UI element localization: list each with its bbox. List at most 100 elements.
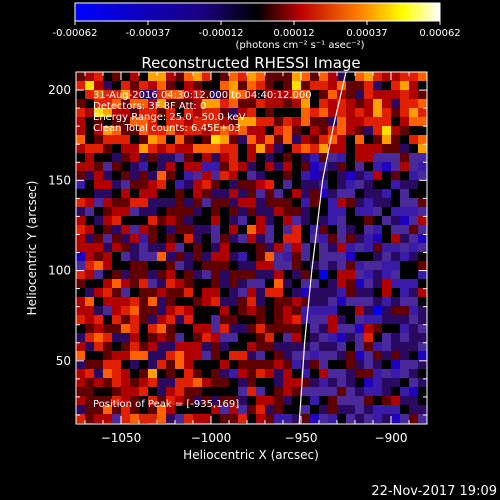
heatmap-cell — [418, 81, 427, 91]
heatmap-cell — [238, 225, 248, 235]
heatmap-cell — [130, 135, 140, 145]
heatmap-cell — [157, 135, 167, 145]
heatmap-cell — [85, 207, 95, 217]
heatmap-cell — [193, 414, 203, 424]
heatmap-cell — [373, 387, 383, 397]
heatmap-cell — [94, 369, 104, 379]
heatmap-cell — [76, 216, 86, 226]
heatmap-cell — [337, 153, 347, 163]
heatmap-cell — [157, 261, 167, 271]
heatmap-cell — [130, 252, 140, 262]
heatmap-cell — [301, 261, 311, 271]
heatmap-cell — [76, 225, 86, 235]
heatmap-cell — [85, 126, 95, 136]
heatmap-cell — [409, 126, 419, 136]
heatmap-cell — [202, 135, 212, 145]
heatmap-cell — [256, 351, 266, 361]
heatmap-cell — [247, 324, 257, 334]
heatmap-cell — [310, 216, 320, 226]
heatmap-cell — [283, 207, 293, 217]
heatmap-cell — [409, 99, 419, 109]
heatmap-cell — [157, 81, 167, 91]
heatmap-cell — [220, 162, 230, 172]
heatmap-cell — [274, 378, 284, 388]
heatmap-cell — [301, 387, 311, 397]
heatmap-cell — [364, 297, 374, 307]
chart-title: Reconstructed RHESSI Image — [141, 54, 360, 72]
heatmap-cell — [373, 351, 383, 361]
heatmap-cell — [319, 153, 329, 163]
heatmap-cell — [373, 81, 383, 91]
heatmap-cell — [400, 207, 410, 217]
heatmap-cell — [364, 243, 374, 253]
heatmap-cell — [175, 180, 185, 190]
heatmap-cell — [94, 135, 104, 145]
heatmap-cell — [256, 72, 266, 82]
heatmap-cell — [184, 279, 194, 289]
heatmap-cell — [85, 396, 95, 406]
heatmap-cell — [355, 279, 365, 289]
heatmap-cell — [148, 270, 158, 280]
heatmap-cell — [319, 369, 329, 379]
heatmap-cell — [301, 180, 311, 190]
heatmap-cell — [382, 243, 392, 253]
heatmap-cell — [400, 153, 410, 163]
heatmap-cell — [157, 342, 167, 352]
heatmap-cell — [220, 108, 230, 118]
heatmap-cell — [301, 126, 311, 136]
heatmap-cell — [301, 90, 311, 100]
heatmap-cell — [265, 153, 275, 163]
heatmap-cell — [283, 180, 293, 190]
heatmap-cell — [238, 369, 248, 379]
annotation-detectors: Detectors: 3F 8F Att: 0 — [93, 101, 206, 112]
heatmap-cell — [121, 405, 131, 415]
heatmap-cell — [301, 171, 311, 181]
heatmap-cell — [274, 315, 284, 325]
heatmap-cell — [247, 270, 257, 280]
heatmap-cell — [103, 198, 113, 208]
heatmap-cell — [382, 414, 392, 424]
heatmap-cell — [121, 369, 131, 379]
heatmap-cell — [355, 315, 365, 325]
heatmap-cell — [409, 324, 419, 334]
heatmap-cell — [139, 126, 149, 136]
heatmap-cell — [373, 189, 383, 199]
heatmap-cell — [247, 306, 257, 316]
heatmap-cell — [346, 171, 356, 181]
heatmap-cell — [328, 72, 338, 82]
heatmap-cell — [292, 315, 302, 325]
heatmap-cell — [139, 72, 149, 82]
heatmap-cell — [346, 342, 356, 352]
heatmap-cell — [373, 234, 383, 244]
heatmap-cell — [112, 72, 122, 82]
heatmap-cell — [319, 414, 329, 424]
heatmap-cell — [103, 99, 113, 109]
heatmap-cell — [139, 315, 149, 325]
heatmap-cell — [166, 144, 176, 154]
heatmap-cell — [418, 396, 427, 406]
heatmap-cell — [256, 270, 266, 280]
heatmap-cell — [409, 261, 419, 271]
heatmap-cell — [265, 99, 275, 109]
heatmap-cell — [310, 225, 320, 235]
heatmap-cell — [103, 162, 113, 172]
heatmap-cell — [229, 126, 239, 136]
heatmap-cell — [256, 225, 266, 235]
heatmap-cell — [238, 324, 248, 334]
heatmap-cell — [220, 414, 230, 424]
heatmap-cell — [85, 414, 95, 424]
heatmap-cell — [166, 288, 176, 298]
heatmap-cell — [139, 135, 149, 145]
heatmap-cell — [265, 324, 275, 334]
heatmap-cell — [238, 171, 248, 181]
heatmap-cell — [94, 252, 104, 262]
heatmap-cell — [175, 360, 185, 370]
heatmap-cell — [346, 153, 356, 163]
heatmap-cell — [112, 90, 122, 100]
heatmap-cell — [301, 81, 311, 91]
heatmap-cell — [319, 288, 329, 298]
heatmap-cell — [130, 108, 140, 118]
heatmap-cell — [112, 351, 122, 361]
heatmap-cell — [265, 207, 275, 217]
x-tick-label: −1050 — [101, 431, 142, 445]
